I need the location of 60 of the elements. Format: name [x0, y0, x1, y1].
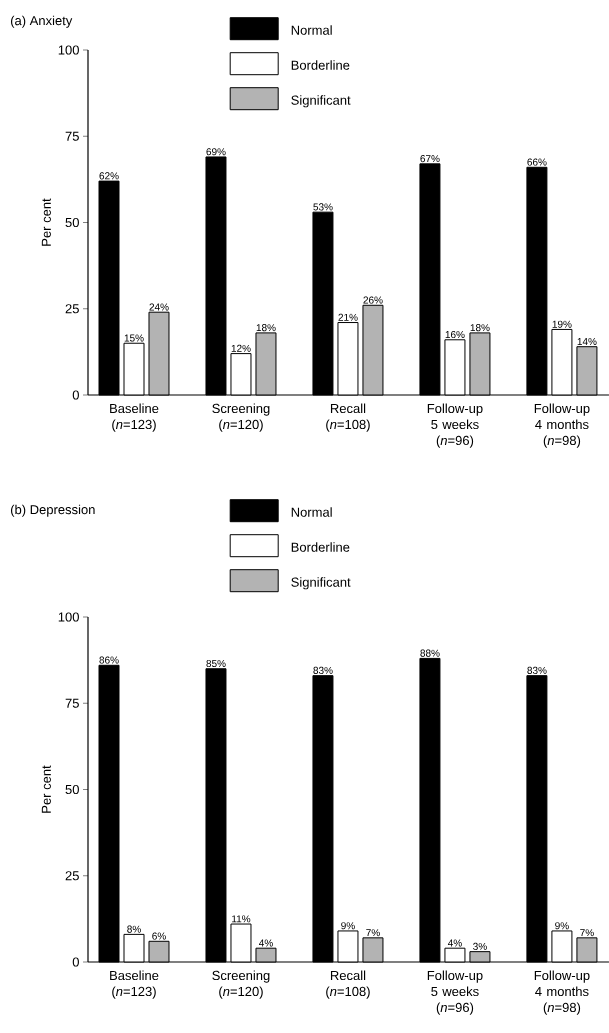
legend-label: Normal [291, 507, 332, 517]
data-label: 6% [152, 932, 166, 940]
data-label: 24% [149, 303, 169, 311]
data-label: 19% [552, 320, 572, 328]
y-tick-label: 100 [58, 45, 79, 55]
data-label: 62% [99, 172, 119, 180]
x-tick-label: Follow-up 4 months (n=98) [534, 403, 590, 448]
data-label: 88% [420, 649, 440, 657]
data-label: 3% [473, 942, 487, 950]
data-label: 14% [577, 337, 597, 345]
data-label: 7% [366, 929, 380, 937]
data-label: 7% [580, 929, 594, 937]
y-tick-label: 25 [65, 871, 79, 881]
legend-label: Normal [291, 25, 332, 35]
data-label: 9% [341, 922, 355, 930]
y-tick-label: 25 [65, 304, 79, 314]
chart-title: (b) Depression [11, 504, 95, 517]
data-label: 4% [447, 939, 462, 947]
data-label: 9% [555, 922, 569, 930]
data-label: 53% [313, 203, 333, 211]
x-tick-label: Screening (n=120) [212, 403, 270, 432]
y-tick-label: 75 [65, 698, 79, 708]
x-tick-label: Baseline (n=123) [110, 970, 159, 999]
legend-label: Borderline [291, 60, 350, 70]
legend-label: Borderline [291, 542, 350, 552]
data-label: 16% [445, 331, 465, 339]
y-tick-label: 0 [72, 390, 79, 400]
data-label: 83% [313, 666, 333, 674]
data-label: 69% [206, 148, 226, 156]
chart-title: (a) Anxiety [11, 15, 73, 28]
data-label: 66% [527, 158, 547, 166]
y-axis-title: Per cent [41, 765, 51, 813]
legend-label: Significant [291, 577, 351, 590]
data-label: 85% [206, 659, 226, 668]
x-tick-label: Follow-up 4 months (n=98) [534, 970, 590, 1015]
data-label: 21% [338, 313, 358, 321]
y-axis-title: Per cent [41, 198, 51, 246]
data-label: 11% [232, 915, 251, 923]
data-label: 67% [420, 155, 440, 163]
data-label: 4% [258, 939, 273, 947]
data-label: 15% [124, 334, 144, 342]
data-label: 8% [127, 925, 141, 933]
y-tick-label: 50 [65, 217, 79, 228]
data-label: 86% [99, 656, 119, 664]
y-tick-label: 75 [65, 131, 79, 141]
x-tick-label: Follow-up 5 weeks (n=96) [427, 403, 483, 448]
legend-label: Significant [291, 95, 351, 108]
data-label: 18% [256, 324, 276, 332]
y-tick-label: 100 [58, 612, 79, 622]
data-label: 12% [231, 344, 251, 352]
data-label: 26% [363, 296, 383, 304]
x-tick-label: Baseline (n=123) [110, 403, 159, 432]
data-label: 18% [470, 324, 490, 332]
x-tick-label: Recall (n=108) [326, 970, 370, 999]
x-tick-label: Follow-up 5 weeks (n=96) [427, 970, 483, 1015]
data-label: 83% [527, 666, 547, 674]
x-tick-label: Recall (n=108) [326, 403, 370, 432]
y-tick-label: 50 [65, 784, 79, 795]
y-tick-label: 0 [72, 957, 79, 967]
x-tick-label: Screening (n=120) [212, 970, 270, 999]
